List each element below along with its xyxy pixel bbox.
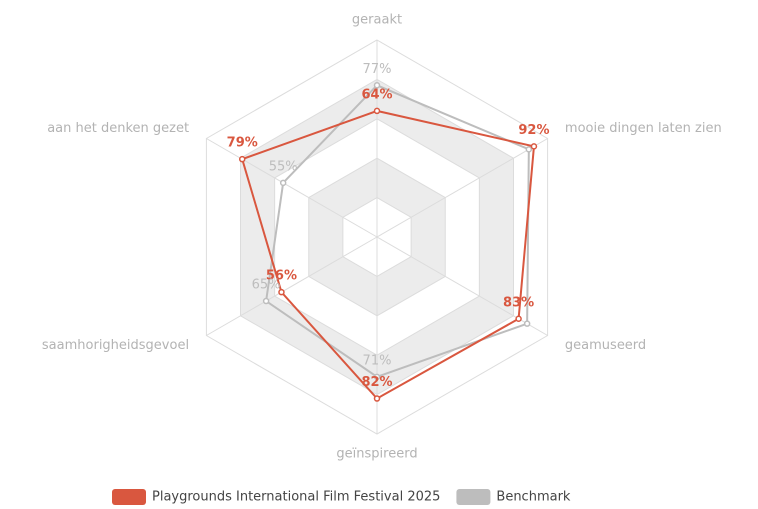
legend-item: Playgrounds International Film Festival … bbox=[112, 489, 440, 505]
category-label: geamuseerd bbox=[565, 338, 646, 353]
value-label: 79% bbox=[227, 136, 258, 151]
legend-label: Playgrounds International Film Festival … bbox=[152, 490, 440, 505]
value-label: 83% bbox=[503, 295, 534, 310]
series-point bbox=[523, 320, 531, 327]
category-label: geïnspireerd bbox=[336, 447, 417, 462]
value-label: 64% bbox=[361, 87, 392, 102]
value-label: 65% bbox=[252, 278, 281, 293]
series-point bbox=[373, 373, 381, 381]
legend-item: Benchmark bbox=[456, 489, 571, 505]
legend-swatch bbox=[112, 489, 146, 505]
legend-swatch bbox=[456, 489, 491, 505]
category-label: saamhorigheidsgevoel bbox=[42, 338, 189, 353]
axis-spoke bbox=[206, 236, 378, 336]
category-label: geraakt bbox=[352, 13, 402, 28]
series-point bbox=[373, 82, 381, 89]
series-point bbox=[373, 107, 381, 115]
value-label: 56% bbox=[266, 269, 297, 284]
series-point bbox=[262, 297, 270, 305]
value-label: 77% bbox=[363, 62, 392, 77]
series-point bbox=[525, 146, 533, 153]
series-point bbox=[515, 315, 522, 323]
axis-spoke bbox=[376, 138, 548, 238]
series-point bbox=[279, 179, 287, 187]
series-point bbox=[278, 288, 285, 296]
axis-spoke bbox=[206, 138, 378, 238]
value-label: 92% bbox=[518, 123, 549, 138]
category-label: aan het denken gezet bbox=[47, 121, 189, 136]
value-label: 55% bbox=[269, 159, 298, 174]
category-label: mooie dingen laten zien bbox=[565, 121, 722, 136]
series-point bbox=[373, 395, 381, 402]
value-label: 71% bbox=[363, 353, 392, 368]
series-point bbox=[238, 155, 246, 163]
value-label: 82% bbox=[361, 375, 392, 390]
series-point bbox=[530, 143, 538, 150]
legend-label: Benchmark bbox=[496, 490, 571, 505]
